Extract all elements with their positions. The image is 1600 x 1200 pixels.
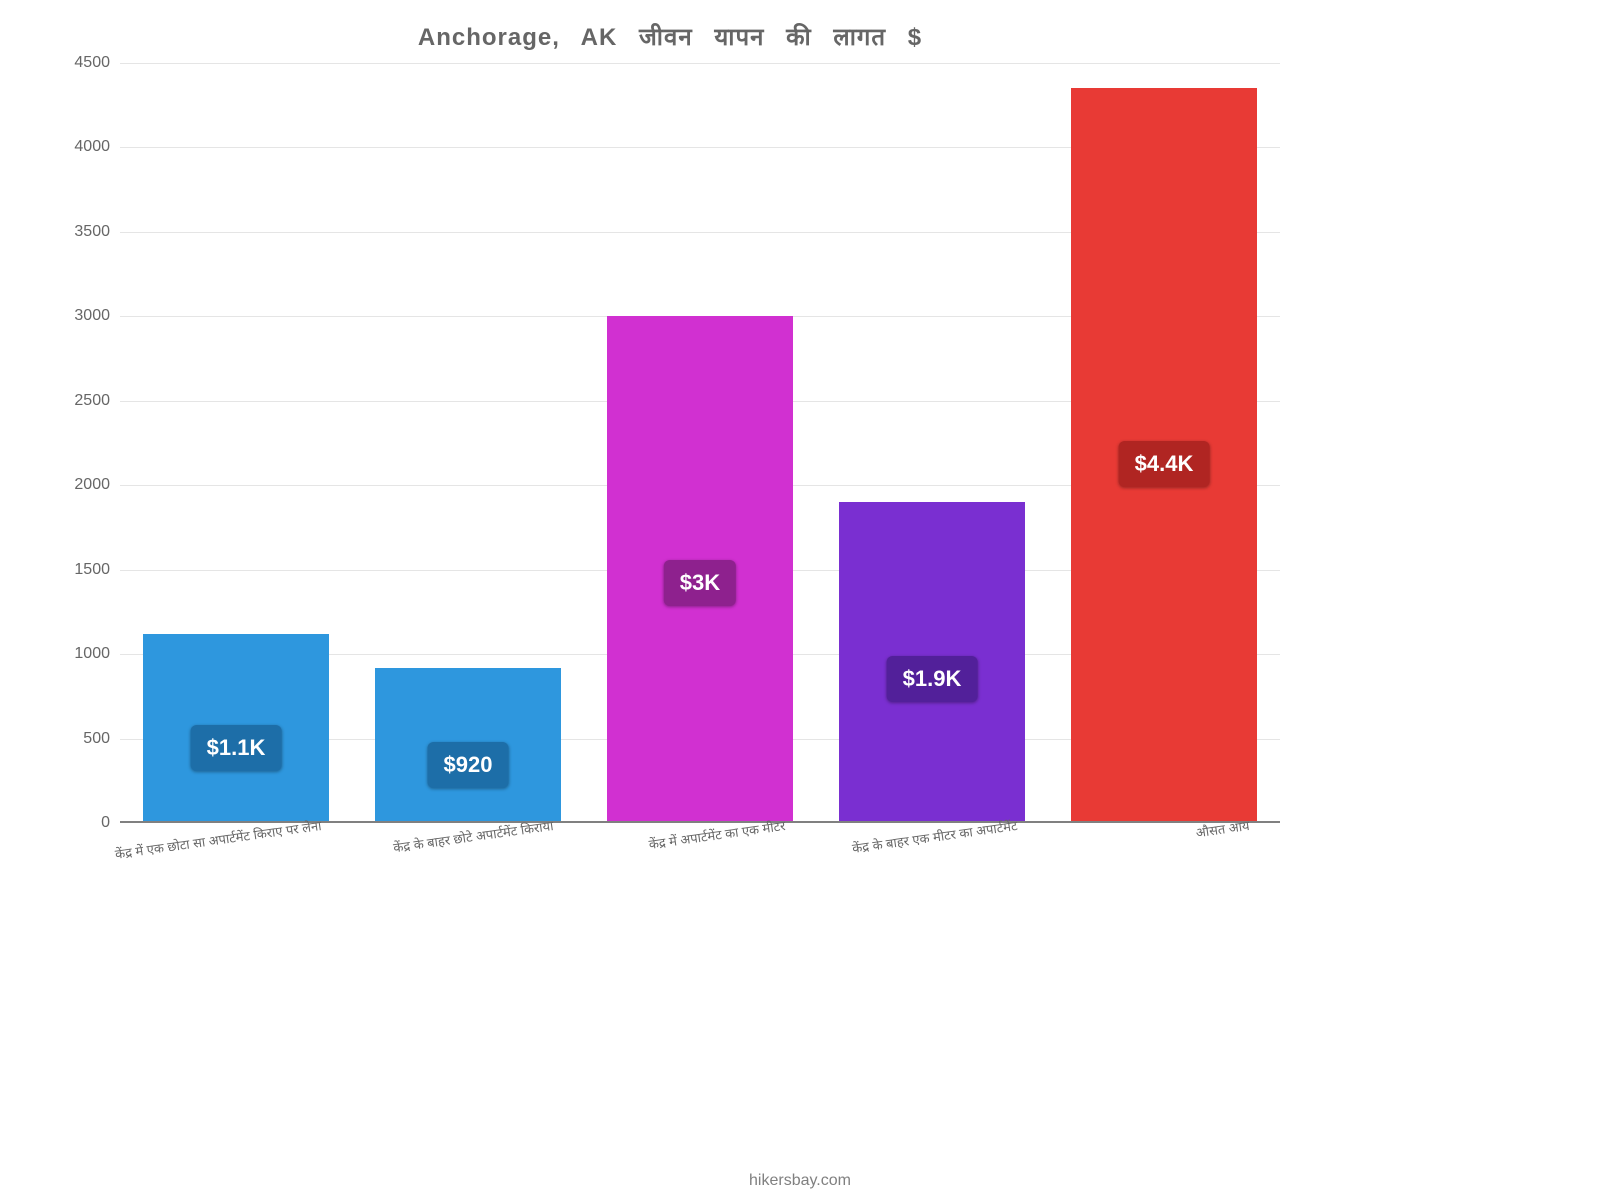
x-axis-labels: केंद्र में एक छोटा सा अपार्टमेंट किराए प… <box>120 810 1280 900</box>
chart-container: Anchorage, AK जीवन यापन की लागत $ 050010… <box>50 20 1290 940</box>
y-axis: 050010001500200025003000350040004500 <box>50 63 110 823</box>
plot-area: 050010001500200025003000350040004500 $1.… <box>120 63 1280 823</box>
bar-value-badge: $3K <box>664 560 736 606</box>
y-tick-label: 4500 <box>50 54 110 72</box>
chart-title: Anchorage, AK जीवन यापन की लागत $ <box>50 20 1290 53</box>
bars-group: $1.1K $920 $3K $1.9K $4.4K <box>120 63 1280 823</box>
bar-value-badge: $1.9K <box>887 656 978 702</box>
y-tick-label: 4000 <box>50 138 110 156</box>
bar: $4.4K <box>1071 88 1257 823</box>
x-tick-label: केंद्र के बाहर छोटे अपार्टमेंट किराया <box>392 816 554 856</box>
y-tick-label: 0 <box>50 814 110 832</box>
x-tick-label: केंद्र के बाहर एक मीटर का अपार्टमेंट <box>850 816 1018 857</box>
attribution-text: hikersbay.com <box>0 1172 1600 1190</box>
y-tick-label: 500 <box>50 730 110 748</box>
y-tick-label: 3500 <box>50 223 110 241</box>
x-tick-label: केंद्र में एक छोटा सा अपार्टमेंट किराए प… <box>113 816 322 863</box>
bar: $1.9K <box>839 502 1025 823</box>
y-tick-label: 2500 <box>50 392 110 410</box>
bar-value-badge: $1.1K <box>191 725 282 771</box>
x-tick-label: केंद्र में अपार्टमेंट का एक मीटर <box>647 816 786 853</box>
bar: $920 <box>375 668 561 823</box>
bar-value-badge: $920 <box>428 742 509 788</box>
y-tick-label: 1500 <box>50 561 110 579</box>
bar: $1.1K <box>143 634 329 823</box>
bar: $3K <box>607 316 793 823</box>
y-tick-label: 2000 <box>50 476 110 494</box>
bar-value-badge: $4.4K <box>1119 441 1210 487</box>
y-tick-label: 3000 <box>50 307 110 325</box>
x-tick-label: औसत आय <box>1194 816 1250 841</box>
y-tick-label: 1000 <box>50 645 110 663</box>
